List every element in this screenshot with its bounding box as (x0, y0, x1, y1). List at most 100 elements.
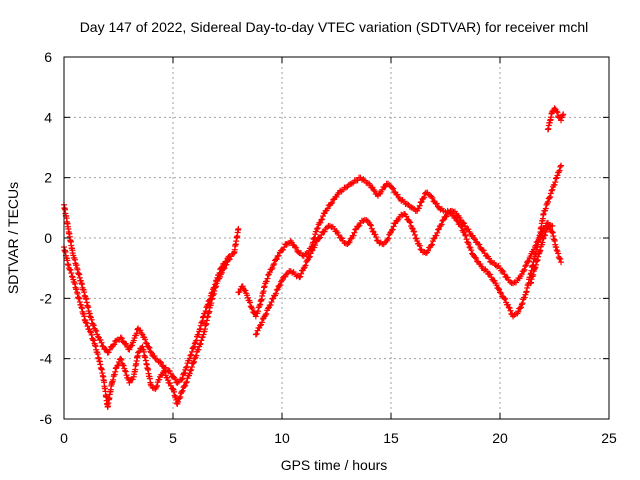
data-point (95, 333, 102, 340)
data-point (318, 216, 325, 223)
data-point (502, 296, 509, 303)
data-point (292, 244, 299, 251)
data-point (269, 264, 276, 271)
data-point (191, 355, 198, 362)
data-point (146, 344, 153, 351)
data-point (553, 247, 560, 254)
data-point (263, 278, 270, 285)
data-point (480, 247, 487, 254)
data-point (118, 335, 125, 342)
data-point (525, 257, 532, 264)
data-point (270, 262, 277, 269)
data-point (558, 162, 565, 169)
data-point (249, 305, 256, 312)
data-point (226, 256, 233, 263)
data-point (247, 299, 254, 306)
data-point (553, 108, 560, 115)
data-point (87, 328, 94, 335)
data-point (183, 364, 190, 371)
data-point (187, 367, 194, 374)
data-point (304, 257, 311, 264)
data-point (223, 261, 230, 268)
x-tick-label: 10 (274, 430, 290, 446)
data-point (188, 366, 195, 373)
data-point (430, 235, 437, 242)
data-point (389, 184, 396, 191)
data-point (547, 193, 554, 200)
y-tick-label: -2 (40, 290, 53, 306)
y-tick-label: 2 (44, 170, 52, 186)
data-point (90, 337, 97, 344)
data-point (347, 235, 354, 242)
data-point (518, 301, 525, 308)
data-point (394, 191, 401, 198)
data-point (181, 369, 188, 376)
data-point (351, 229, 358, 236)
data-point (551, 181, 558, 188)
data-point (274, 286, 281, 293)
data-point (257, 322, 264, 329)
data-point (522, 263, 529, 270)
data-point (273, 287, 280, 294)
data-point (439, 217, 446, 224)
data-point (534, 238, 541, 245)
data-point (499, 267, 506, 274)
data-point (255, 308, 262, 315)
data-point (329, 199, 336, 206)
data-point (93, 327, 100, 334)
data-point (312, 242, 319, 249)
data-point (556, 167, 563, 174)
data-point (552, 175, 559, 182)
data-point (411, 231, 418, 238)
data-point (316, 235, 323, 242)
data-point (145, 344, 152, 351)
data-point (554, 172, 561, 179)
data-point (117, 355, 124, 362)
data-point (182, 382, 189, 389)
data-point (425, 247, 432, 254)
data-point (350, 232, 357, 239)
data-point (434, 229, 441, 236)
data-point (129, 342, 136, 349)
data-point (190, 359, 197, 366)
data-point (557, 255, 564, 262)
data-point (261, 283, 268, 290)
data-point (551, 105, 558, 112)
data-point (87, 313, 94, 320)
data-point (137, 327, 144, 334)
data-point (263, 310, 270, 317)
data-point (271, 260, 278, 267)
data-point (518, 271, 525, 278)
data-point (498, 290, 505, 297)
data-point (429, 194, 436, 201)
data-point (462, 231, 469, 238)
data-point (236, 288, 243, 295)
data-point (387, 230, 394, 237)
data-point (83, 320, 90, 327)
data-point (177, 393, 184, 400)
data-point (114, 362, 121, 369)
data-point (162, 368, 169, 375)
data-point (493, 282, 500, 289)
data-point (67, 267, 74, 274)
data-point (473, 255, 480, 262)
data-point (193, 337, 200, 344)
data-point (465, 241, 472, 248)
x-tick-label: 25 (601, 430, 617, 446)
data-point (239, 283, 246, 290)
data-point (462, 232, 469, 239)
data-point (252, 313, 259, 320)
data-point (110, 342, 117, 349)
data-point (172, 376, 179, 383)
data-point (262, 312, 269, 319)
data-point (176, 395, 183, 402)
data-point (258, 319, 265, 326)
data-point (167, 382, 174, 389)
x-tick-label: 15 (383, 430, 399, 446)
data-point (416, 242, 423, 249)
data-point (373, 234, 380, 241)
data-point (188, 363, 195, 370)
data-point (535, 237, 542, 244)
data-point (293, 244, 300, 251)
data-point (542, 229, 549, 236)
